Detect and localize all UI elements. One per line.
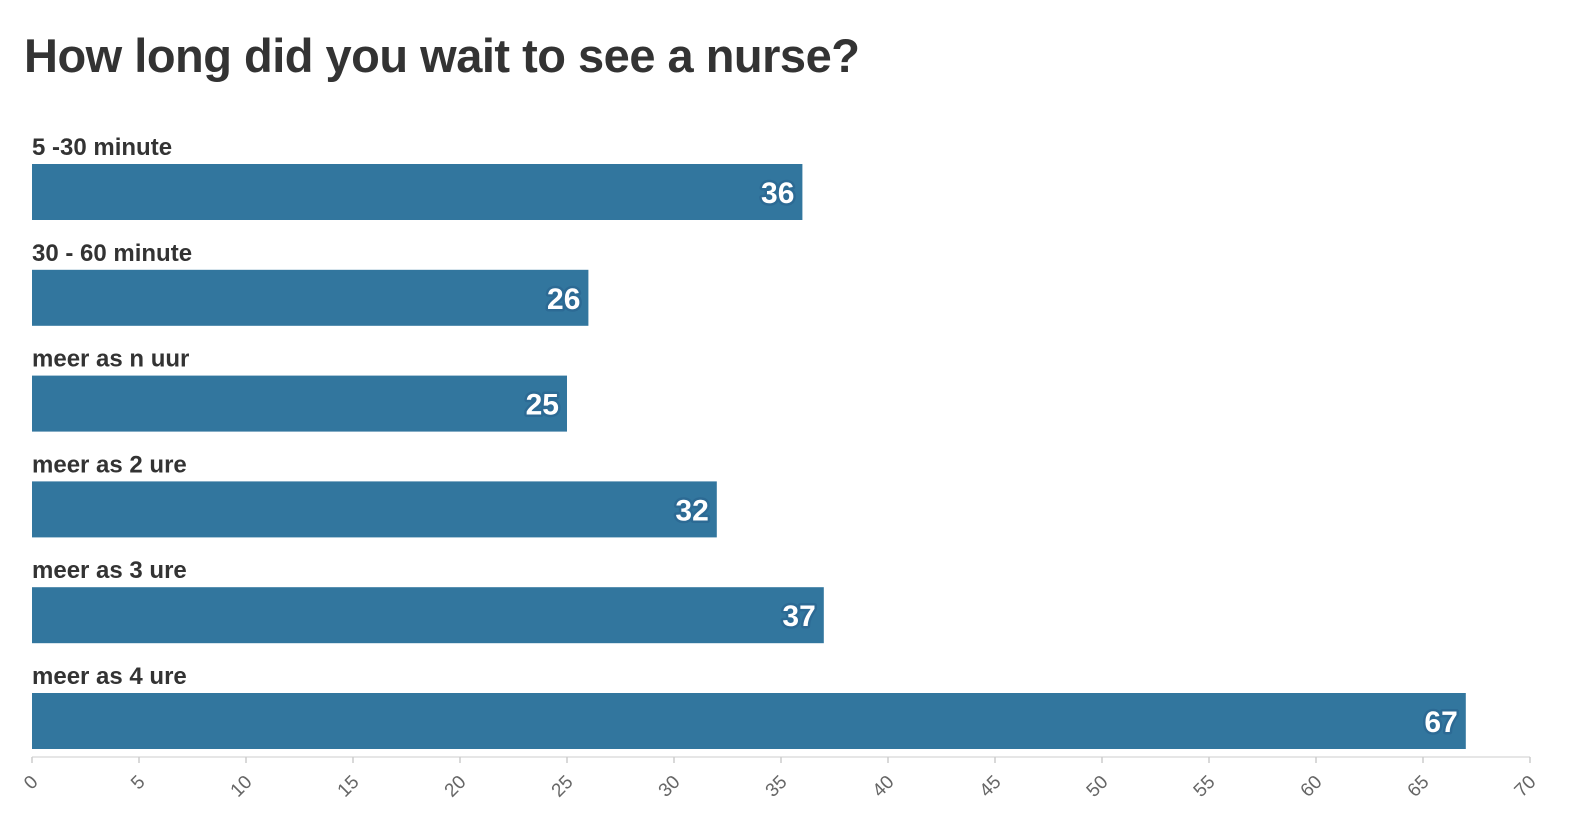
bar bbox=[32, 269, 589, 326]
data-label: 67 bbox=[1424, 706, 1457, 739]
x-tick-label: 5 bbox=[127, 772, 149, 794]
bar bbox=[32, 481, 717, 538]
chart-title: How long did you wait to see a nurse? bbox=[24, 29, 860, 82]
data-label: 32 bbox=[675, 494, 708, 527]
x-tick-label: 60 bbox=[1297, 772, 1327, 802]
category-label: meer as n uur bbox=[32, 346, 189, 373]
bar bbox=[32, 375, 567, 432]
x-tick-label: 0 bbox=[20, 772, 42, 794]
x-tick-label: 40 bbox=[869, 772, 899, 802]
x-tick-label: 70 bbox=[1511, 772, 1541, 802]
data-label: 26 bbox=[547, 283, 580, 316]
x-tick-label: 30 bbox=[655, 772, 685, 802]
category-label: 30 - 60 minute bbox=[32, 240, 192, 267]
x-tick-label: 15 bbox=[334, 772, 364, 802]
x-tick-label: 65 bbox=[1404, 772, 1434, 802]
data-label: 37 bbox=[782, 600, 815, 633]
x-tick-label: 55 bbox=[1190, 772, 1220, 802]
x-tick-label: 25 bbox=[548, 772, 578, 802]
bar bbox=[32, 587, 824, 644]
category-label: 5 -30 minute bbox=[32, 134, 172, 161]
x-tick-label: 50 bbox=[1083, 772, 1113, 802]
category-label: meer as 3 ure bbox=[32, 557, 187, 584]
data-label: 36 bbox=[761, 177, 794, 210]
x-tick-label: 45 bbox=[976, 772, 1006, 802]
data-label: 25 bbox=[526, 389, 559, 422]
category-label: meer as 4 ure bbox=[32, 663, 187, 690]
bar bbox=[32, 164, 803, 220]
bar bbox=[32, 693, 1466, 749]
x-tick-label: 20 bbox=[441, 772, 471, 802]
x-tick-label: 10 bbox=[227, 772, 257, 802]
x-tick-label: 35 bbox=[762, 772, 792, 802]
category-label: meer as 2 ure bbox=[32, 451, 187, 478]
